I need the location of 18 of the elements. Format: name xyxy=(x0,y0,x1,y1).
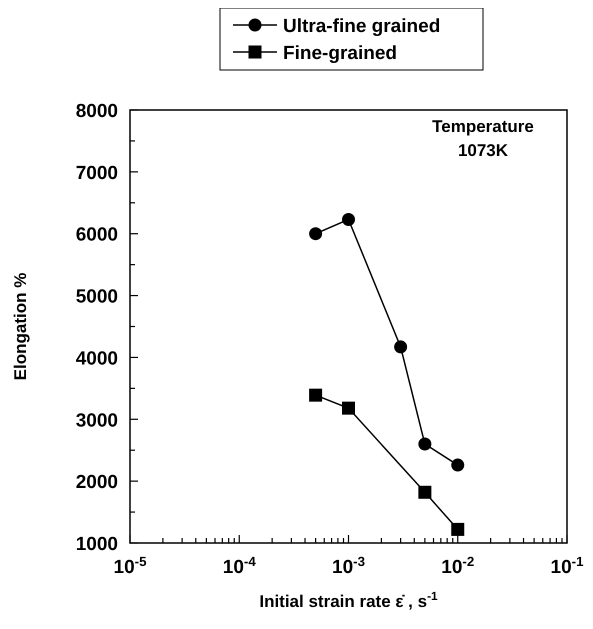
x-tick-label: 10$^{-1}$ xyxy=(550,554,584,578)
y-tick-label: 4000 xyxy=(76,348,118,370)
y-axis-title: Elongation % xyxy=(11,272,30,380)
x-axis-title: Initial strain rate ε̇ , s$^{-1}$ xyxy=(259,589,438,611)
legend-label: Fine-grained xyxy=(283,43,398,64)
y-tick-label: 1000 xyxy=(76,534,118,555)
y-tick-label: 3000 xyxy=(76,410,118,432)
x-tick-label: 10$^{-5}$ xyxy=(114,554,148,578)
legend-label: Ultra-fine grained xyxy=(283,16,440,37)
annotation: Temperature 1073K xyxy=(432,117,534,160)
x-tick-label: 10$^{-2}$ xyxy=(441,554,474,578)
x-tick-label: 10$^{-3}$ xyxy=(332,554,365,578)
y-tick-label: 6000 xyxy=(76,224,118,246)
x-tick-label: 10$^{-4}$ xyxy=(222,554,256,578)
y-tick-label: 5000 xyxy=(76,286,118,308)
y-tick-label: 8000 xyxy=(76,101,118,122)
y-tick-label: 7000 xyxy=(76,162,118,184)
y-tick-label: 2000 xyxy=(76,472,118,494)
